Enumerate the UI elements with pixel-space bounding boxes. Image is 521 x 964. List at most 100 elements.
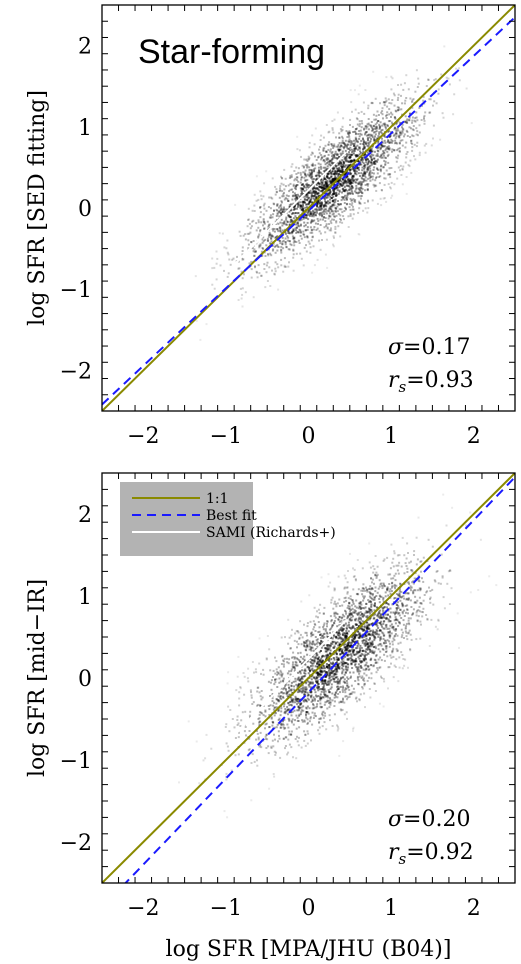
- scatter-point: [241, 253, 244, 256]
- scatter-point: [360, 603, 363, 606]
- scatter-point: [327, 683, 330, 685]
- scatter-point: [420, 570, 422, 573]
- scatter-point: [441, 112, 444, 115]
- scatter-point: [256, 764, 259, 767]
- scatter-point: [385, 157, 387, 159]
- scatter-point: [379, 609, 382, 612]
- scatter-point: [314, 198, 317, 201]
- scatter-point: [365, 130, 368, 133]
- scatter-point: [376, 614, 378, 617]
- scatter-point: [332, 672, 335, 675]
- scatter-point: [366, 158, 369, 161]
- scatter-point: [430, 144, 433, 147]
- scatter-point: [292, 194, 295, 197]
- scatter-point: [369, 169, 372, 172]
- scatter-point: [276, 213, 279, 216]
- scatter-point: [371, 178, 374, 181]
- scatter-point: [267, 752, 270, 755]
- scatter-point: [321, 711, 324, 714]
- scatter-point: [352, 152, 355, 155]
- scatter-point: [386, 618, 389, 621]
- scatter-point: [358, 650, 361, 653]
- scatter-point: [374, 596, 376, 599]
- scatter-point: [259, 229, 262, 231]
- scatter-point: [408, 119, 411, 122]
- scatter-point: [336, 613, 339, 616]
- scatter-point: [391, 581, 394, 584]
- scatter-point: [258, 233, 261, 236]
- scatter-point: [325, 647, 328, 649]
- scatter-point: [354, 647, 357, 650]
- scatter-point: [315, 195, 318, 198]
- scatter-point: [390, 196, 393, 199]
- scatter-point: [344, 681, 347, 684]
- scatter-point: [319, 199, 321, 201]
- scatter-point: [306, 742, 309, 745]
- scatter-point: [401, 602, 404, 605]
- scatter-point: [319, 633, 322, 636]
- scatter-point: [354, 660, 357, 663]
- scatter-point: [328, 665, 331, 668]
- scatter-point: [373, 603, 376, 606]
- scatter-point: [283, 266, 286, 268]
- scatter-point: [323, 187, 326, 190]
- scatter-point: [324, 674, 327, 677]
- scatter-point: [333, 180, 336, 183]
- scatter-point: [326, 209, 329, 212]
- scatter-point: [331, 170, 334, 173]
- scatter-point: [308, 201, 311, 203]
- scatter-point: [393, 585, 396, 588]
- scatter-point: [302, 709, 305, 712]
- scatter-point: [303, 690, 306, 693]
- scatter-point: [326, 622, 328, 625]
- scatter-point: [334, 681, 337, 683]
- scatter-point: [290, 688, 293, 691]
- scatter-point: [409, 649, 412, 652]
- scatter-point: [374, 605, 376, 608]
- scatter-point: [386, 150, 389, 153]
- scatter-point: [279, 212, 282, 214]
- scatter-point: [211, 257, 214, 260]
- scatter-point: [319, 702, 322, 705]
- scatter-point: [363, 174, 366, 177]
- scatter-point: [375, 671, 378, 674]
- scatter-point: [298, 195, 301, 198]
- scatter-point: [352, 659, 355, 662]
- scatter-point: [335, 631, 338, 634]
- scatter-point: [287, 726, 290, 729]
- scatter-point: [407, 592, 410, 595]
- scatter-point: [350, 188, 353, 191]
- scatter-point: [352, 213, 355, 216]
- scatter-point: [331, 692, 334, 695]
- scatter-point: [416, 86, 419, 88]
- scatter-point: [359, 661, 362, 664]
- scatter-point: [321, 641, 324, 644]
- scatter-point: [320, 667, 323, 670]
- scatter-point: [320, 201, 323, 204]
- scatter-point: [291, 231, 294, 234]
- scatter-point: [254, 250, 257, 253]
- scatter-point: [395, 121, 398, 124]
- scatter-point: [320, 205, 322, 208]
- scatter-point: [354, 199, 357, 201]
- scatter-point: [306, 226, 309, 229]
- scatter-point: [368, 595, 371, 598]
- scatter-point: [334, 231, 337, 234]
- scatter-point: [312, 707, 315, 710]
- scatter-point: [318, 172, 321, 175]
- scatter-point: [375, 118, 378, 121]
- scatter-point: [336, 676, 339, 679]
- scatter-point: [293, 639, 296, 642]
- scatter-point: [265, 733, 268, 736]
- scatter-point: [337, 575, 340, 578]
- scatter-point: [331, 670, 334, 673]
- scatter-point: [309, 212, 312, 215]
- scatter-point: [276, 723, 279, 726]
- scatter-point: [312, 197, 315, 200]
- scatter-point: [324, 693, 327, 696]
- scatter-point: [365, 651, 367, 653]
- scatter-point: [306, 194, 309, 197]
- scatter-point: [376, 573, 379, 576]
- scatter-point: [346, 606, 349, 609]
- scatter-point: [327, 573, 330, 576]
